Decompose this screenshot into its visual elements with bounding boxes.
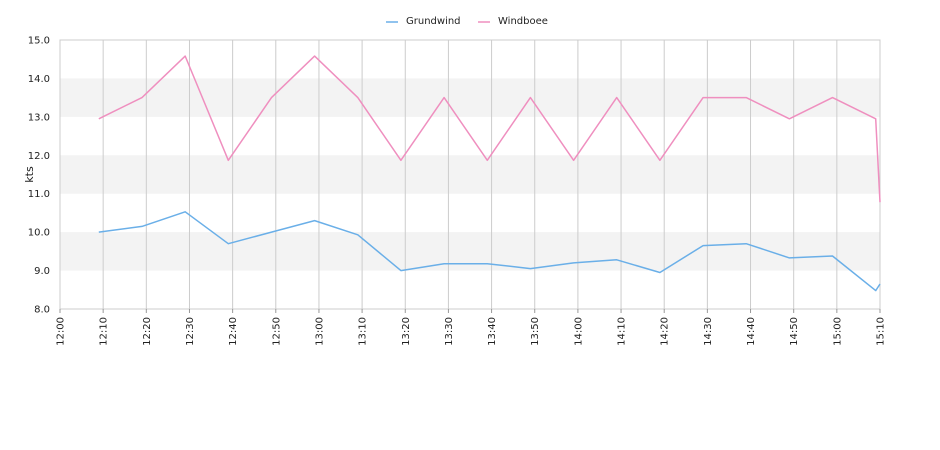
plot-frame (59, 39, 881, 310)
x-tick-label: 14:50 (789, 317, 800, 346)
x-tick-label: 12:30 (185, 317, 196, 346)
grid-band (60, 232, 880, 271)
x-tick-label: 14:00 (573, 317, 584, 346)
x-tick-label: 12:50 (271, 317, 282, 346)
x-tick-label: 14:10 (617, 317, 628, 346)
y-tick-label: 9.0 (34, 266, 50, 277)
grid-band (60, 155, 880, 194)
grid-band (60, 78, 880, 117)
x-tick-label: 13:20 (401, 317, 412, 346)
vertical-grid-lines (59, 40, 881, 309)
y-tick-label: 11.0 (28, 189, 50, 200)
y-tick-label: 15.0 (28, 36, 50, 47)
legend: Grundwind Windboee (386, 16, 548, 27)
y-tick-label: 14.0 (28, 74, 50, 85)
y-tick-label: 8.0 (34, 305, 50, 316)
x-tick-label: 14:20 (660, 317, 671, 346)
x-tick-label: 13:30 (444, 317, 455, 346)
x-tick-label: 15:00 (832, 317, 843, 346)
x-tick-label: 12:00 (56, 317, 67, 346)
y-tick-label: 10.0 (28, 228, 50, 239)
y-tick-label: 13.0 (28, 112, 50, 123)
x-tick-label: 14:40 (746, 317, 757, 346)
x-tick-label: 12:10 (99, 317, 110, 346)
x-tick-label: 13:00 (314, 317, 325, 346)
x-tick-label: 13:50 (530, 317, 541, 346)
series-line-grundwind (98, 211, 881, 292)
y-axis-title: kts (23, 166, 36, 183)
x-tick-label: 15:10 (876, 317, 887, 346)
x-tick-label: 14:30 (703, 317, 714, 346)
x-tick-label: 12:20 (142, 317, 153, 346)
x-axis-ticks: 12:00 12:10 12:20 12:30 12:40 12:50 13:00 13:10… (56, 309, 887, 346)
x-tick-label: 13:40 (487, 317, 498, 346)
series-line-windboee (98, 55, 881, 203)
legend-label: Windboee (498, 16, 548, 27)
series-lines (98, 55, 881, 292)
x-tick-label: 12:40 (228, 317, 239, 346)
y-tick-label: 12.0 (28, 151, 50, 162)
y-axis-ticks: 8.0 9.0 10.0 11.0 12.0 13.0 14.0 15.0 (28, 36, 50, 316)
horizontal-grid-bands (60, 78, 880, 271)
legend-label: Grundwind (406, 16, 461, 27)
x-tick-label: 13:10 (358, 317, 369, 346)
